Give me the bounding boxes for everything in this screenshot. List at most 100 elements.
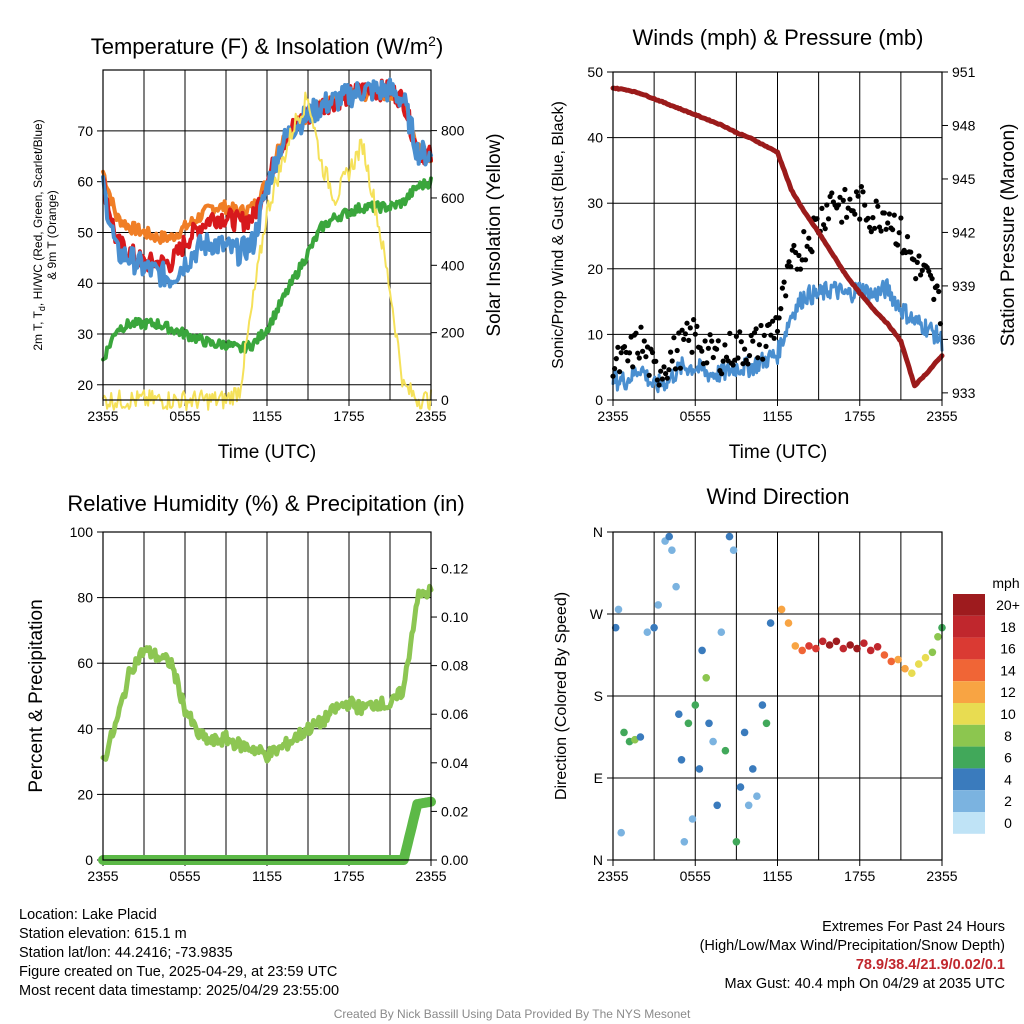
direction-point — [713, 801, 721, 810]
gust-dot — [886, 211, 893, 217]
humidity-y2tick-label-4: 0.08 — [441, 658, 468, 674]
gust-dot — [844, 214, 850, 220]
gust-dot — [715, 338, 721, 344]
humidity-series-0 — [100, 583, 434, 764]
humidity-y2tick-label-5: 0.10 — [441, 609, 468, 625]
temperature-ytick-label-3: 50 — [77, 224, 93, 240]
station-latlon: Station lat/lon: 44.2416; -73.9835 — [19, 945, 233, 961]
colorbar-label-5: 10 — [1000, 706, 1016, 722]
gust-dot — [727, 330, 733, 336]
colorbar-label-2: 16 — [1000, 641, 1016, 657]
direction-point — [853, 644, 861, 653]
direction-point — [725, 532, 734, 541]
winds-ytick-label-2: 20 — [587, 261, 603, 277]
credit-line: Created By Nick Bassill Using Data Provi… — [333, 1007, 691, 1021]
gust-dot — [618, 350, 624, 356]
gust-dot — [802, 257, 809, 263]
direction-ytick-label-3: W — [590, 606, 604, 622]
humidity-xtick-label-3: 1755 — [333, 868, 364, 884]
temperature-xtick-label-4: 2355 — [415, 408, 446, 424]
gust-dot — [640, 348, 646, 354]
gust-dot — [761, 332, 767, 338]
direction-point — [805, 642, 813, 650]
gust-dot — [835, 202, 842, 208]
temperature-xtick-label-1: 0555 — [169, 408, 200, 424]
temperature-ylabel-right: Solar Insolation (Yellow) — [484, 133, 505, 336]
gust-dot — [746, 353, 753, 359]
humidity-xtick-label-4: 2355 — [415, 868, 446, 884]
gust-dot — [617, 369, 623, 375]
gust-dot — [669, 358, 675, 364]
direction-ytick-label-1: E — [594, 770, 603, 786]
direction-point — [914, 660, 923, 668]
temperature-y2tick-label-2: 400 — [441, 257, 465, 273]
extremes-subtitle: (High/Low/Max Wind/Precipitation/Snow De… — [699, 938, 1005, 954]
gust-dot — [753, 326, 759, 332]
humidity-frame — [102, 531, 432, 861]
max-gust: Max Gust: 40.4 mph On 04/29 at 2035 UTC — [724, 976, 1005, 992]
gust-dot — [919, 267, 925, 273]
gust-dot — [934, 283, 940, 289]
winds-y2tick-label-4: 945 — [952, 171, 976, 187]
gust-dot — [788, 264, 794, 270]
direction-point — [744, 801, 753, 810]
colorbar-swatch-10 — [953, 812, 985, 834]
gust-dot — [778, 306, 784, 312]
direction-point — [680, 838, 689, 846]
gust-dot — [625, 358, 631, 364]
humidity-xtick-label-0: 2355 — [87, 868, 118, 884]
winds-xtick-label-4: 2355 — [926, 408, 957, 424]
gust-dot — [626, 350, 633, 356]
direction-xtick-label-4: 2355 — [926, 868, 957, 884]
gust-dot — [615, 344, 621, 350]
winds-frame — [612, 71, 943, 401]
temperature-ylabel-left-line2: & 9m T (Orange) — [45, 190, 59, 280]
winds-ylabel-left: Sonic/Prop Wind & Gust (Blue, Black) — [550, 101, 567, 369]
colorbar-label-4: 12 — [1000, 684, 1016, 700]
direction-point — [777, 605, 786, 614]
direction-point — [908, 669, 916, 677]
direction-point — [928, 648, 937, 657]
gust-dot — [705, 345, 712, 351]
direction-point — [901, 664, 909, 673]
humidity-y2tick-label-3: 0.06 — [441, 706, 468, 722]
winds-xtick-label-3: 1755 — [844, 408, 875, 424]
gust-dot — [709, 338, 715, 344]
gust-dot — [641, 338, 647, 344]
colorbar-swatch-6 — [953, 724, 985, 747]
colorbar-swatch-4 — [953, 681, 985, 703]
direction-panel: Wind Direction Direction (Colored By Spe… — [553, 484, 1020, 800]
gust-dot — [638, 324, 644, 330]
gust-dot — [691, 317, 697, 323]
colorbar-swatch-0 — [953, 594, 985, 616]
gust-dot — [809, 249, 815, 255]
gust-dot — [740, 361, 746, 367]
direction-ytick-label-0: N — [593, 852, 603, 868]
gust-dot — [797, 266, 804, 272]
gust-dot — [770, 318, 776, 324]
gust-dot — [913, 276, 919, 282]
gust-dot — [768, 332, 774, 338]
humidity-y2tick-label-0: 0.00 — [441, 852, 468, 868]
gust-dot — [860, 189, 866, 195]
gust-dot — [868, 229, 874, 235]
temperature-xtick-label-3: 1755 — [333, 408, 364, 424]
direction-point — [825, 641, 834, 649]
temperature-xtick-label-0: 2355 — [87, 408, 118, 424]
gust-dot — [853, 189, 860, 195]
gust-dot — [796, 252, 802, 259]
gust-dot — [722, 342, 728, 348]
station-elevation: Station elevation: 615.1 m — [19, 926, 187, 942]
gust-dot — [914, 259, 920, 265]
direction-point — [812, 644, 820, 653]
humidity-panel: Relative Humidity (%) & Precipitation (i… — [26, 491, 465, 793]
direction-point — [846, 641, 854, 649]
winds-ytick-label-4: 40 — [587, 130, 603, 146]
gust-dot — [870, 215, 876, 221]
gust-dot — [686, 337, 692, 343]
gust-dot — [929, 276, 935, 282]
gust-dot — [692, 331, 698, 337]
direction-xtick-label-1: 0555 — [680, 868, 711, 884]
gust-dot — [801, 229, 807, 235]
gust-dot — [672, 366, 679, 372]
